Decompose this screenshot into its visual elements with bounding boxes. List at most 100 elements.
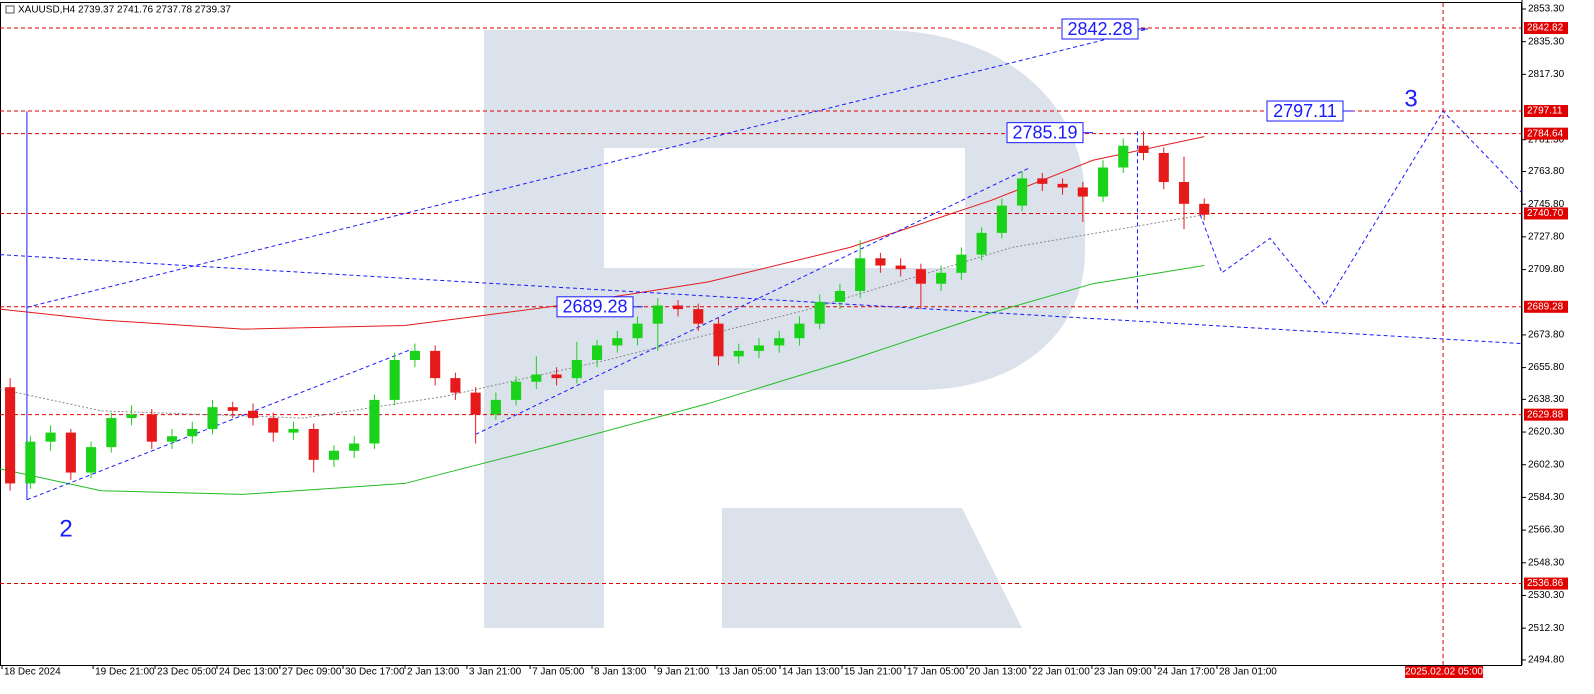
level-label: 2689.28 (1527, 301, 1564, 312)
candle-body (753, 345, 765, 351)
y-tick-label: 2655.80 (1528, 362, 1565, 373)
x-tick-label: 14 Jan 13:00 (782, 667, 840, 678)
candle-body (166, 436, 178, 442)
y-tick-label: 2638.30 (1528, 394, 1565, 405)
candle-body (976, 232, 987, 255)
candle-body (996, 205, 1007, 233)
y-tick-label: 2673.80 (1528, 330, 1565, 341)
candle-body (1077, 187, 1088, 197)
candle-body (531, 374, 542, 382)
candle-body (430, 350, 441, 379)
x-tick-label: 22 Jan 01:00 (1032, 667, 1090, 678)
candle-body (794, 323, 805, 339)
y-tick-label: 2745.80 (1528, 199, 1565, 210)
candle-body (65, 432, 76, 473)
x-tick-label: 7 Jan 05:00 (532, 667, 585, 678)
candle-body (915, 269, 926, 284)
candle-body (247, 410, 259, 419)
candle-body (1178, 182, 1190, 204)
candle-body (1017, 178, 1028, 206)
candle-body (592, 345, 603, 360)
y-tick-label: 2530.30 (1528, 590, 1565, 601)
y-tick-label: 2548.30 (1528, 557, 1565, 568)
y-tick-label: 2566.30 (1528, 525, 1565, 536)
level-label-box (1524, 300, 1568, 313)
line-series (26, 348, 413, 501)
candle-body (693, 309, 704, 324)
candle-body (1199, 203, 1210, 215)
line-series (1199, 110, 1523, 307)
candle-body (713, 323, 724, 357)
wave-label: 2 (59, 515, 72, 542)
y-tick-label: 2584.30 (1528, 492, 1565, 503)
candle-body (268, 418, 279, 433)
candle-body (5, 387, 16, 484)
x-tick-label: 24 Jan 17:00 (1157, 667, 1215, 678)
x-tick-label: 15 Jan 21:00 (844, 667, 902, 678)
level-label: 2797.11 (1527, 106, 1563, 117)
symbol-icon (5, 5, 15, 14)
candle-body (672, 305, 684, 310)
level-label: 2784.64 (1527, 128, 1564, 139)
y-tick-label: 2781.30 (1528, 134, 1565, 145)
candle-body (86, 447, 97, 473)
x-tick-label: 13 Jan 05:00 (719, 667, 777, 678)
y-tick-label: 2853.30 (1528, 4, 1565, 15)
candle-body (308, 428, 319, 460)
candle-body (733, 350, 744, 357)
watermark-r (484, 30, 1085, 628)
candle-body (875, 258, 886, 266)
line-series (26, 29, 1146, 308)
candle-body (126, 414, 137, 419)
candle-body (1037, 178, 1048, 184)
candle-body (936, 272, 947, 284)
level-label-box (1524, 22, 1568, 35)
level-label: 2629.88 (1527, 409, 1564, 420)
candle-body (956, 254, 967, 273)
candle-body (45, 432, 56, 442)
x-tick-label: 18 Dec 2024 (4, 667, 61, 678)
watermark (484, 30, 1085, 628)
line-series (475, 167, 1031, 435)
candle-body (511, 381, 522, 400)
candle-body (1097, 167, 1109, 197)
line-series (0, 265, 1205, 495)
candle-body (389, 359, 400, 400)
y-tick-label: 2727.80 (1528, 232, 1565, 243)
candle-body (895, 265, 906, 270)
level-label-box (1524, 408, 1568, 421)
price-label: 2689.28 (562, 297, 627, 317)
candle-body (571, 359, 582, 379)
candle-body (470, 392, 481, 415)
candle-body (25, 441, 36, 484)
candle-body (450, 378, 461, 393)
y-tick-label: 2763.80 (1528, 166, 1565, 177)
time-marker-box (1405, 666, 1484, 678)
candle-body (146, 414, 157, 442)
x-tick-label: 3 Jan 21:00 (469, 667, 522, 678)
level-label-box (1524, 207, 1568, 220)
watermark-leg (722, 508, 1022, 628)
y-tick-label: 2709.80 (1528, 264, 1565, 275)
candle-body (1158, 152, 1169, 183)
x-tick-label: 8 Jan 13:00 (594, 667, 647, 678)
candle-body (349, 443, 360, 451)
level-label: 2536.86 (1527, 578, 1564, 589)
chart-title: XAUUSD,H4 2739.37 2741.76 2737.78 2739.3… (18, 5, 231, 16)
y-tick-label: 2817.30 (1528, 69, 1565, 80)
line-series (0, 254, 1523, 345)
wave-label: 3 (1404, 85, 1417, 112)
price-label: 2785.19 (1012, 122, 1077, 142)
x-tick-label: 19 Dec 21:00 (95, 667, 155, 678)
x-tick-label: 28 Jan 01:00 (1219, 667, 1277, 678)
candle-body (409, 350, 420, 360)
x-tick-label: 17 Jan 05:00 (907, 667, 965, 678)
candle-body (1057, 183, 1068, 188)
candle-body (774, 338, 785, 346)
candle-body (1118, 145, 1129, 168)
candle-body (490, 399, 501, 415)
candle-body (1138, 145, 1149, 153)
candle-body (328, 450, 340, 460)
x-tick-label: 24 Dec 13:00 (219, 667, 279, 678)
